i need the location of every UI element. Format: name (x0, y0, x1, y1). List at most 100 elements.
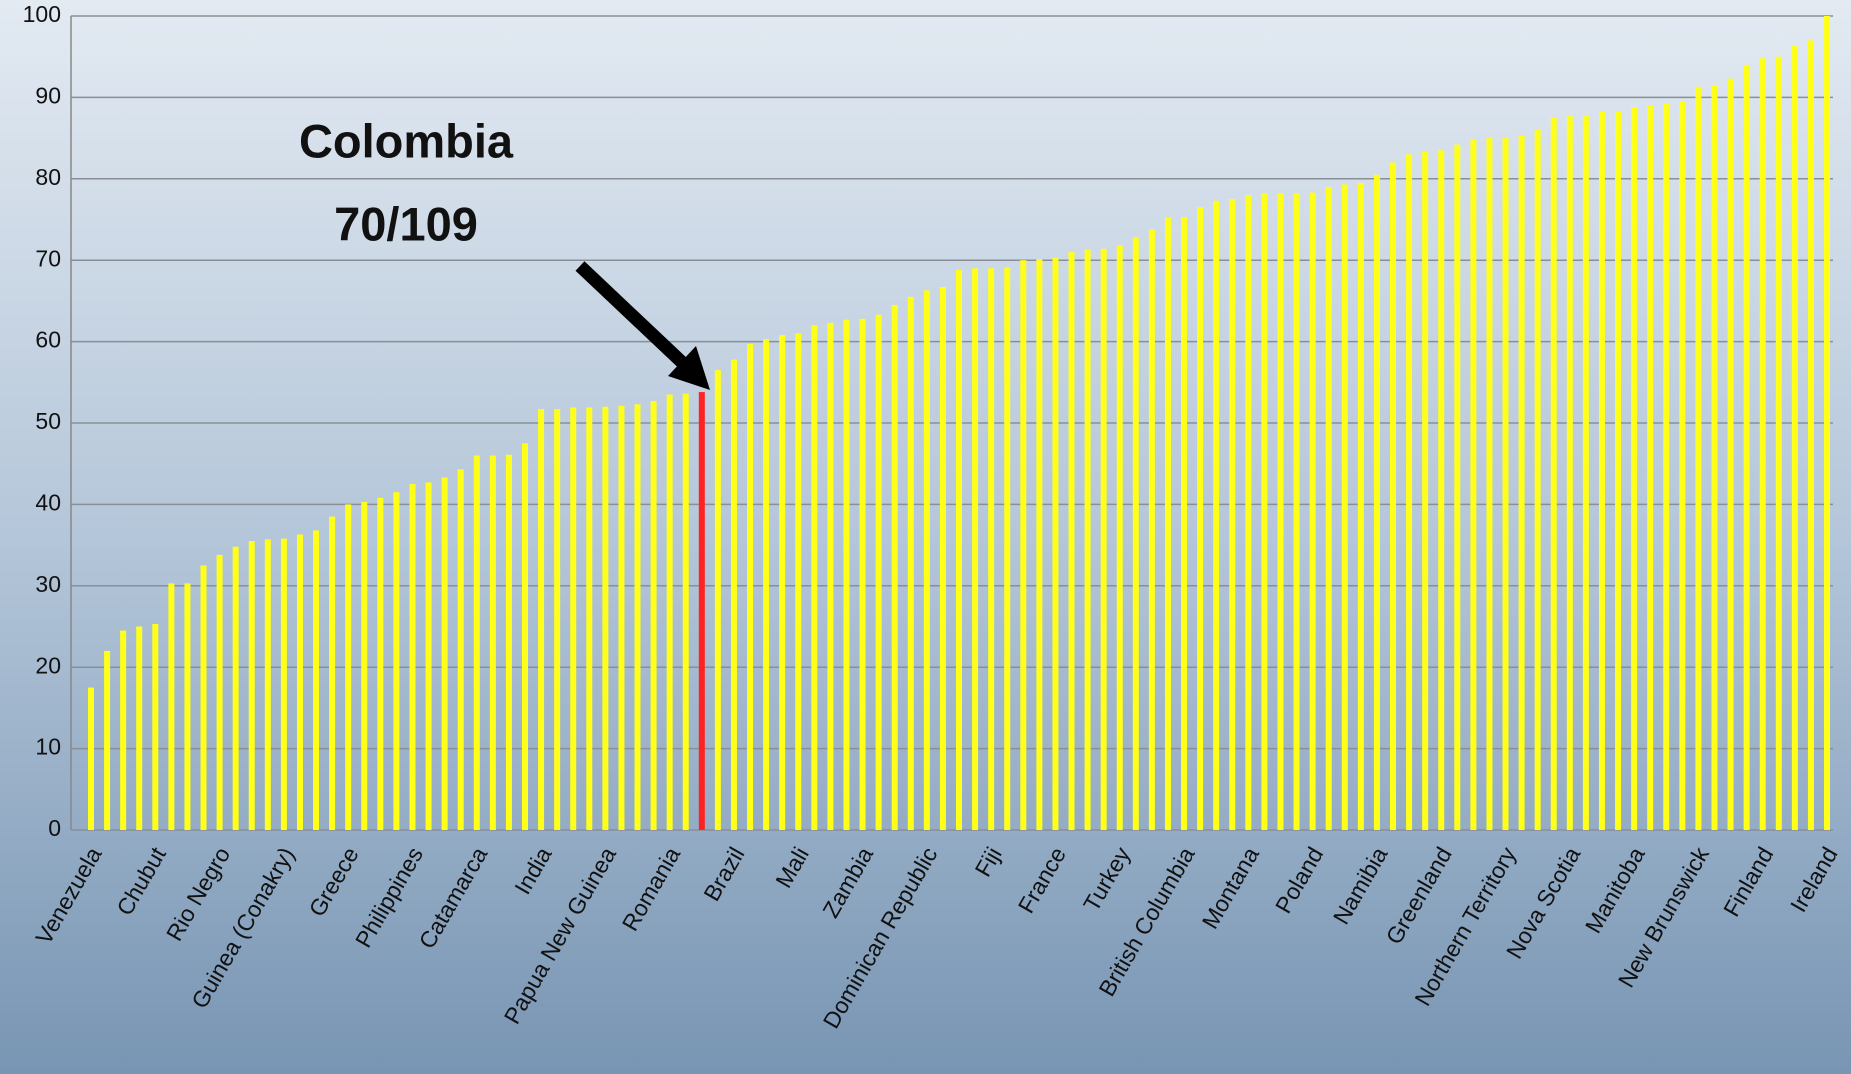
bar (763, 339, 770, 830)
bar (425, 482, 432, 830)
bar (907, 296, 914, 831)
bar (554, 409, 561, 830)
bar (1486, 138, 1493, 831)
bar (1743, 64, 1750, 831)
bar (1663, 103, 1670, 830)
bar (1711, 85, 1718, 830)
bar (489, 455, 496, 830)
y-tick-label: 20 (35, 652, 61, 678)
bar (1695, 86, 1702, 831)
bar (1116, 245, 1123, 831)
bar (618, 405, 625, 830)
y-tick-label: 40 (35, 489, 61, 515)
bar (1229, 199, 1236, 830)
bar (1631, 107, 1638, 831)
bar (1824, 16, 1830, 830)
y-tick-label: 10 (35, 734, 61, 760)
bar (1727, 78, 1734, 831)
bar (1341, 184, 1348, 831)
bar (1598, 112, 1605, 830)
bar (345, 504, 352, 830)
bar (586, 407, 593, 830)
bar (1550, 117, 1557, 830)
bar (634, 404, 641, 830)
bar (875, 314, 882, 830)
bar (923, 290, 930, 830)
bar (1615, 111, 1622, 831)
bar (329, 516, 336, 830)
bar (473, 455, 480, 830)
bar (1213, 200, 1220, 830)
bar (666, 394, 673, 830)
bar (1534, 129, 1541, 830)
bar (1807, 40, 1814, 831)
bar (505, 454, 512, 830)
bar (1084, 249, 1091, 831)
y-tick-label: 100 (23, 1, 61, 27)
bar (714, 370, 721, 830)
bar (1293, 193, 1300, 830)
y-tick-label: 60 (35, 327, 61, 353)
bar (730, 359, 737, 830)
bar (200, 565, 207, 830)
bar (522, 443, 528, 830)
bar (136, 626, 143, 830)
bar (1775, 56, 1782, 830)
bar (1759, 58, 1766, 830)
bar (650, 401, 657, 830)
bar (939, 287, 946, 830)
bar (1454, 144, 1461, 830)
bar (1566, 116, 1573, 830)
y-tick-label: 0 (48, 815, 61, 841)
bar (1164, 217, 1171, 830)
y-tick-label: 70 (35, 245, 61, 271)
bar (152, 624, 159, 830)
bar (88, 687, 94, 830)
bar (104, 650, 111, 830)
bar (1470, 139, 1477, 830)
bar (232, 546, 239, 830)
bar (747, 344, 754, 830)
bar (168, 583, 175, 830)
bar (441, 477, 448, 830)
bar (972, 268, 979, 831)
bar (1373, 174, 1380, 831)
annotation: 70/109 (334, 197, 478, 250)
bar (1052, 257, 1059, 830)
bar (393, 492, 400, 830)
bar (377, 497, 384, 830)
bar (1357, 182, 1364, 830)
bar (296, 534, 303, 830)
bar (1036, 259, 1043, 830)
bar (1406, 154, 1413, 830)
arrow (575, 261, 693, 373)
bar (216, 554, 223, 830)
bar (827, 322, 834, 830)
bar (361, 501, 368, 830)
bar (1791, 46, 1798, 831)
bar (1277, 193, 1284, 830)
bar (1422, 151, 1429, 831)
bar (1181, 217, 1188, 831)
bar (1502, 138, 1509, 831)
bar (698, 392, 705, 830)
bar (1390, 162, 1396, 830)
bar (1582, 116, 1589, 830)
bar (988, 268, 995, 831)
bar (1438, 150, 1445, 830)
bar (843, 319, 850, 830)
bar (1518, 135, 1525, 830)
bar (280, 538, 287, 830)
y-tick-label: 30 (35, 571, 61, 597)
bar (1245, 195, 1252, 830)
arrow-head (668, 346, 710, 390)
bar (1309, 192, 1316, 830)
bar (1148, 229, 1155, 830)
bar (859, 318, 866, 830)
bar (1679, 101, 1686, 831)
bar (1197, 207, 1204, 831)
bar (811, 325, 818, 830)
bar (1004, 267, 1011, 830)
bar (409, 484, 416, 830)
